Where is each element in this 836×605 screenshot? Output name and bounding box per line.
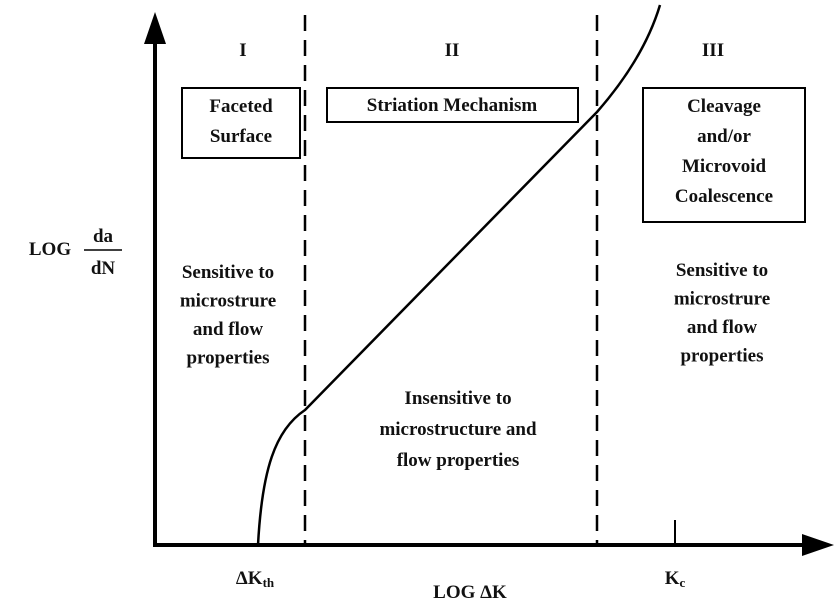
tick-label: ΔKth <box>236 568 275 590</box>
region-label: III <box>702 40 724 61</box>
box-text: and/or <box>697 126 751 147</box>
growth-curve <box>256 4 662 546</box>
note-text: microstructure and <box>379 419 537 440</box>
box <box>326 87 579 123</box>
box <box>181 87 301 159</box>
box-text: Striation Mechanism <box>367 95 538 116</box>
note-text: flow properties <box>397 450 520 471</box>
y-label-numerator: da <box>93 226 114 247</box>
note-text: microstrure <box>180 291 276 312</box>
x-label: LOG ΔK <box>433 582 507 603</box>
note-text: and flow <box>687 317 757 338</box>
note-text: Sensitive to <box>182 262 274 283</box>
box-text: Faceted <box>209 96 273 117</box>
tick-label: Kc <box>665 568 686 590</box>
box <box>642 87 806 223</box>
note-text: properties <box>186 348 269 369</box>
note-text: and flow <box>193 319 263 340</box>
box-text: Surface <box>210 126 272 147</box>
note-text: microstrure <box>674 289 770 310</box>
region-label: II <box>445 40 460 61</box>
y-arrow <box>144 12 166 44</box>
note-text: properties <box>680 346 763 367</box>
region-label: I <box>239 40 246 61</box>
box-text: Coalescence <box>675 186 773 207</box>
note-text: Insensitive to <box>404 388 511 409</box>
y-label-denominator: dN <box>91 258 116 279</box>
box-text: Cleavage <box>687 96 761 117</box>
x-arrow <box>802 534 834 556</box>
note-text: Sensitive to <box>676 260 768 281</box>
y-label: LOG <box>29 239 71 260</box>
box-text: Microvoid <box>682 156 767 177</box>
